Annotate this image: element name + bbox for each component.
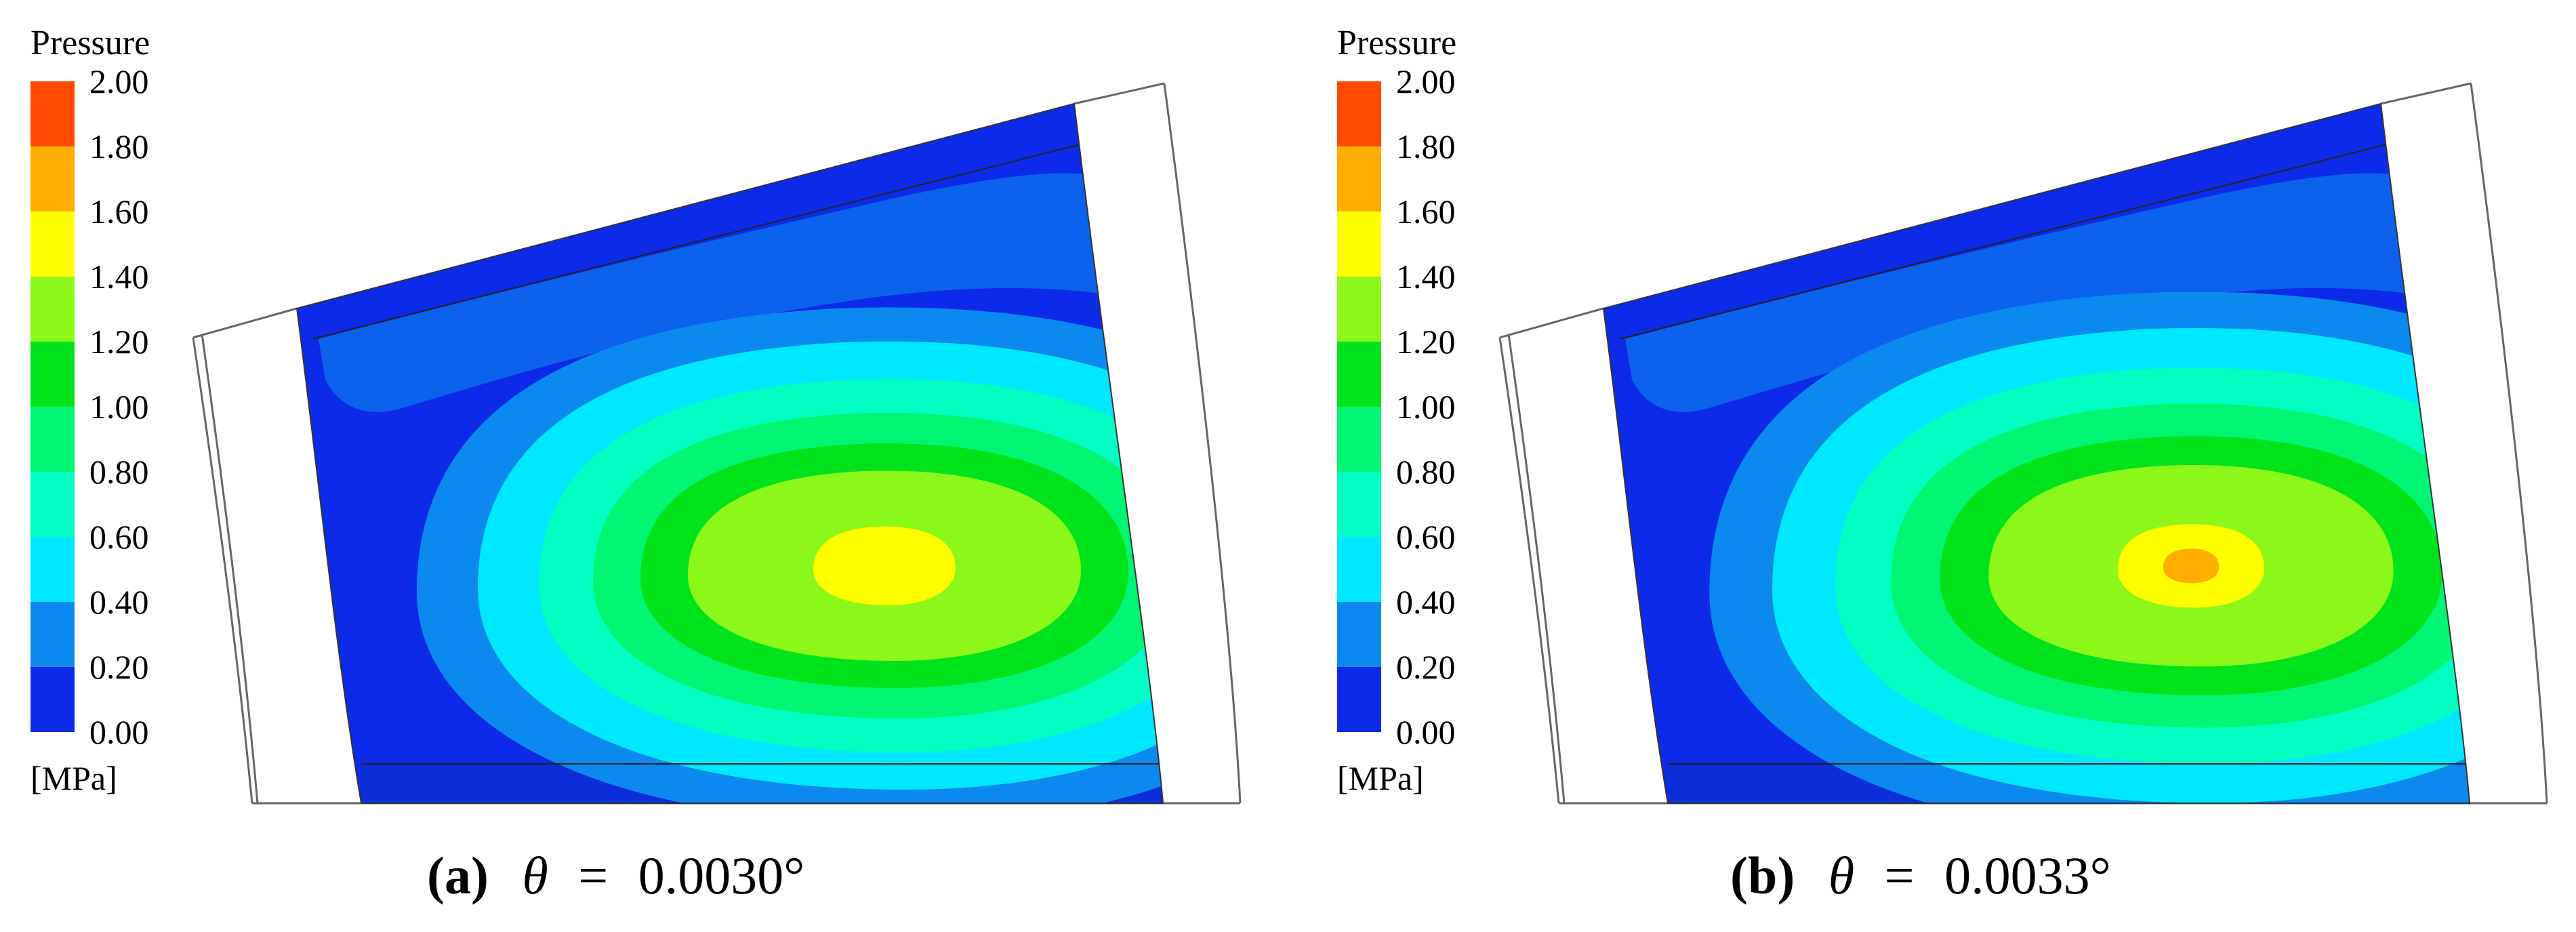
outer-arc (192, 337, 253, 804)
legend-title: Pressure (1337, 24, 1456, 62)
legend-swatch-3 (1337, 472, 1381, 537)
legend-tick-labels: 2.00 1.80 1.60 1.40 1.20 1.00 0.80 0.60 0.40 0.20… (1396, 62, 1456, 751)
legend-tick-label: 1.40 (1396, 258, 1456, 296)
right-arc (2470, 83, 2548, 804)
legend-tick-label: 0.00 (1396, 713, 1456, 751)
pressure-field (297, 104, 1163, 803)
legend-tick-label: 0.40 (89, 583, 149, 621)
inner-arc (201, 333, 259, 804)
contour-level-7 (813, 526, 956, 605)
pad-outline (1602, 102, 2471, 804)
legend-swatch-2 (30, 537, 75, 602)
legend-swatch-9 (1337, 81, 1381, 146)
legend-color-scale (30, 81, 75, 732)
film-edge-line-top (312, 143, 1084, 340)
caption-symbol: θ (522, 846, 548, 905)
film-edge-line-top (1619, 143, 2390, 340)
legend-swatch-0 (1337, 667, 1381, 732)
legend-swatch-1 (30, 602, 75, 667)
legend-tick-label: 1.80 (1396, 127, 1456, 165)
caption-symbol: θ (1828, 846, 1854, 905)
top-edge-left (192, 307, 298, 339)
legend-swatch-5 (1337, 342, 1381, 407)
legend-swatch-2 (1337, 537, 1381, 602)
legend-swatch-4 (30, 407, 75, 472)
legend-tick-label: 0.60 (1396, 518, 1456, 556)
upper-strip-contour (1625, 173, 2438, 412)
legend-tick-label: 1.20 (89, 323, 149, 361)
legend-unit: [MPa] (30, 759, 117, 797)
legend-swatch-7 (1337, 211, 1381, 277)
outer-arc (1498, 337, 1560, 804)
caption-label: (a) (427, 846, 489, 905)
legend-tick-label: 1.00 (1396, 388, 1456, 426)
legend-tick-label: 0.80 (1396, 453, 1456, 491)
legend-swatch-5 (30, 342, 75, 407)
panel-a: Pressure 2.00 1.80 1.60 1.40 1.20 1.00 0.80 0.6… (30, 24, 1242, 905)
caption-equals: = (1885, 846, 1915, 905)
legend-swatch-1 (1337, 602, 1381, 667)
legend-title: Pressure (30, 24, 150, 62)
inner-arc (1507, 333, 1566, 804)
caption-a: (a) θ = 0.0030° (427, 846, 804, 905)
legend-tick-label: 1.00 (89, 388, 149, 426)
right-arc (1163, 83, 1242, 804)
legend-tick-label: 1.20 (1396, 323, 1456, 361)
panel-b: Pressure 2.00 1.80 1.60 1.40 1.20 1.00 0.80 0.6… (1337, 24, 2548, 905)
legend-swatch-8 (1337, 146, 1381, 211)
legend-tick-label: 1.80 (89, 127, 149, 165)
legend-swatch-6 (30, 277, 75, 342)
legend-tick-label: 1.60 (1396, 193, 1456, 230)
top-edge-right (1074, 82, 1165, 105)
caption-value: 0.0033° (1944, 846, 2111, 905)
top-edge-left (1499, 307, 1604, 339)
legend-color-scale (1337, 81, 1381, 732)
legend-tick-label: 0.20 (89, 648, 149, 686)
legend-tick-label: 1.40 (89, 258, 149, 296)
legend-swatch-8 (30, 146, 75, 211)
legend-swatch-0 (30, 667, 75, 732)
legend-tick-label: 0.80 (89, 453, 149, 491)
upper-strip-contour (319, 173, 1132, 412)
contour-level-8 (2163, 548, 2220, 584)
legend-unit: [MPa] (1337, 759, 1424, 797)
legend-tick-label: 1.60 (89, 193, 149, 230)
legend-tick-label: 0.20 (1396, 648, 1456, 686)
caption-b: (b) θ = 0.0033° (1730, 846, 2111, 905)
pad-outline (295, 102, 1164, 804)
legend-tick-labels: 2.00 1.80 1.60 1.40 1.20 1.00 0.80 0.60 0.40 0.20… (89, 62, 149, 751)
legend-tick-label: 0.40 (1396, 583, 1456, 621)
legend-swatch-9 (30, 81, 75, 146)
top-edge-right (2380, 82, 2472, 105)
pressure-legend: Pressure 2.00 1.80 1.60 1.40 1.20 1.00 0.80 0.6… (30, 24, 150, 797)
legend-swatch-4 (1337, 407, 1381, 472)
pressure-field (1603, 104, 2470, 803)
legend-tick-label: 0.60 (89, 518, 149, 556)
legend-tick-label: 2.00 (89, 62, 149, 100)
legend-swatch-6 (1337, 277, 1381, 342)
legend-tick-label: 0.00 (89, 713, 149, 751)
caption-label: (b) (1730, 846, 1795, 905)
pressure-legend: Pressure 2.00 1.80 1.60 1.40 1.20 1.00 0.80 0.6… (1337, 24, 1456, 797)
legend-tick-label: 2.00 (1396, 62, 1456, 100)
caption-equals: = (578, 846, 608, 905)
legend-swatch-7 (30, 211, 75, 277)
caption-value: 0.0030° (638, 846, 805, 905)
legend-swatch-3 (30, 472, 75, 537)
